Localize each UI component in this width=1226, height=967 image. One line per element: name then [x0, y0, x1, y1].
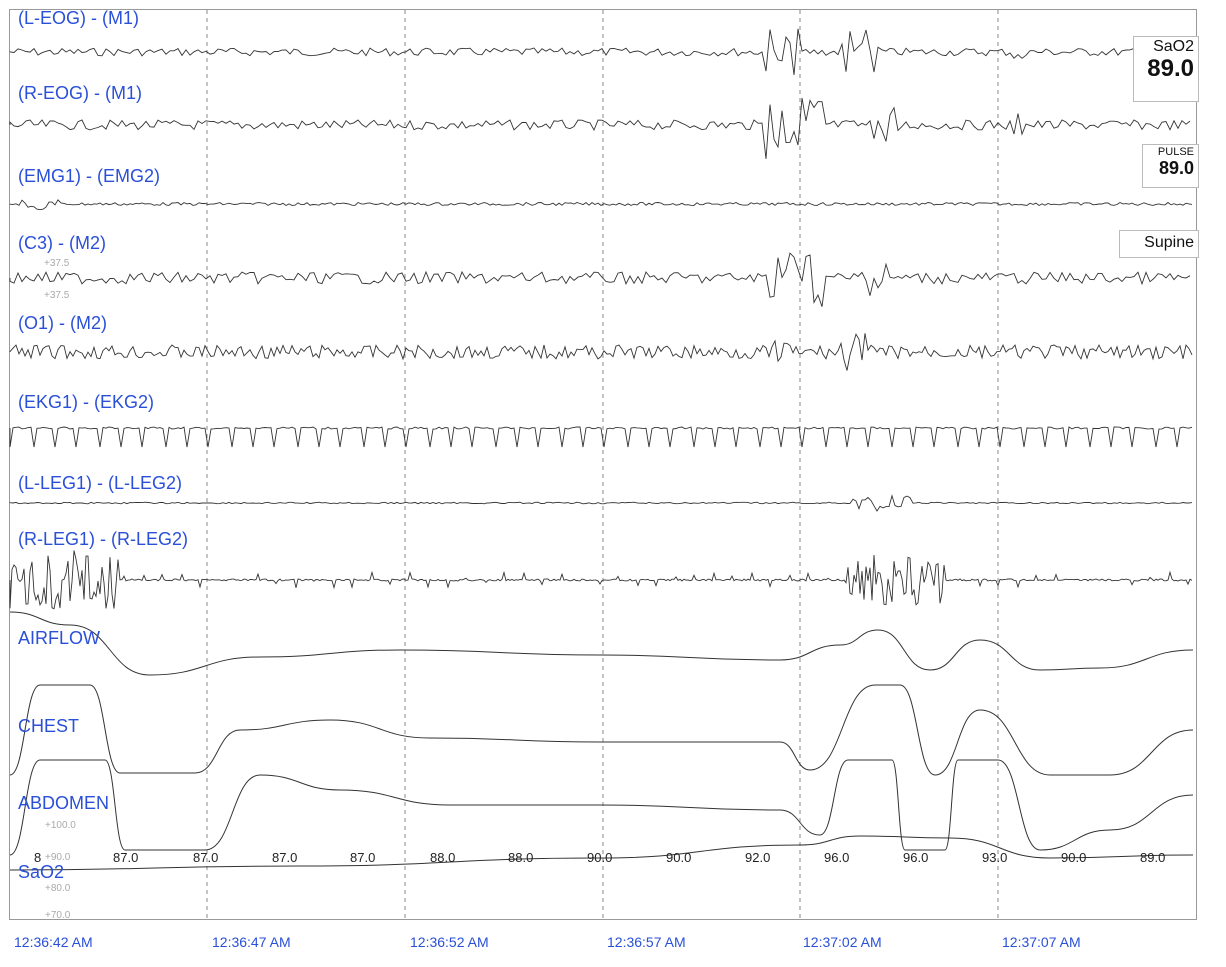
- timestamp-0: 12:36:42 AM: [14, 934, 93, 950]
- sao2-value-12: 93.0: [982, 850, 1008, 865]
- channel-label-r-eog: (R-EOG) - (M1): [18, 83, 142, 103]
- l-eog-trace: [9, 28, 1191, 76]
- timestamp-5: 12:37:07 AM: [1002, 934, 1081, 950]
- r-leg-trace: [9, 550, 1193, 610]
- sao2-readout-value: 89.0: [1147, 55, 1194, 82]
- sao2-value-8: 90.0: [666, 850, 692, 865]
- channel-label-c3: (C3) - (M2): [18, 233, 106, 253]
- sao2-scale-90: +90.0: [45, 852, 71, 863]
- sao2-readout-label: SaO2: [1153, 38, 1194, 55]
- channel-label-abdomen: ABDOMEN: [18, 793, 110, 813]
- c3-scale-bottom: +37.5: [44, 290, 70, 301]
- channel-label-ekg: (EKG1) - (EKG2): [18, 392, 155, 412]
- sao2-value-5: 88.0: [430, 850, 456, 865]
- sao2-value-3: 87.0: [272, 850, 298, 865]
- sao2-readout: SaO2 89.0: [1133, 36, 1199, 102]
- r-eog-trace: [9, 97, 1191, 159]
- sao2-value-4: 87.0: [350, 850, 376, 865]
- timestamp-4: 12:37:02 AM: [803, 934, 882, 950]
- pulse-readout-label: PULSE: [1157, 146, 1194, 158]
- abdomen-trace: [9, 759, 1194, 856]
- channel-label-r-leg: (R-LEG1) - (R-LEG2): [18, 529, 189, 549]
- sao2-value-2: 87.0: [193, 850, 219, 865]
- channel-label-o1: (O1) - (M2): [18, 313, 107, 333]
- channel-label-l-leg: (L-LEG1) - (L-LEG2): [18, 473, 183, 493]
- sao2-value-11: 96.0: [903, 850, 929, 865]
- channel-label-emg: (EMG1) - (EMG2): [18, 166, 160, 186]
- sao2-scale-100: +100.0: [45, 820, 76, 831]
- channel-label-chest: CHEST: [18, 716, 80, 736]
- sao2-scale-80: +80.0: [45, 883, 71, 894]
- l-leg-trace: [9, 494, 1193, 512]
- sao2-value-9: 92.0: [745, 850, 771, 865]
- polysomnography-frame: [9, 9, 1197, 920]
- sao2-value-6: 88.0: [508, 850, 534, 865]
- chest-trace: [9, 684, 1194, 776]
- sao2-value-0: 8: [34, 850, 42, 865]
- o1-trace: [9, 333, 1193, 371]
- timestamp-3: 12:36:57 AM: [607, 934, 686, 950]
- channel-label-sao2: SaO2: [18, 862, 65, 882]
- sao2-trace: [9, 835, 1194, 871]
- c3-trace: [9, 252, 1191, 307]
- c3-scale-top: +37.5: [44, 258, 70, 269]
- emg-trace: [9, 199, 1193, 211]
- body-position-readout: Supine: [1119, 230, 1199, 258]
- timestamp-2: 12:36:52 AM: [410, 934, 489, 950]
- sao2-scale-70: +70.0: [45, 910, 71, 921]
- sao2-value-1: 87.0: [113, 850, 139, 865]
- pulse-readout-value: 89.0: [1158, 158, 1194, 178]
- timestamp-1: 12:36:47 AM: [212, 934, 291, 950]
- channel-label-airflow: AIRFLOW: [18, 628, 101, 648]
- channel-label-l-eog: (L-EOG) - (M1): [18, 8, 139, 28]
- ekg-trace: [9, 426, 1193, 448]
- airflow-trace: [9, 611, 1194, 676]
- sao2-value-7: 90.0: [587, 850, 613, 865]
- pulse-readout: PULSE 89.0: [1142, 144, 1199, 188]
- sao2-value-14: 89.0: [1140, 850, 1166, 865]
- sao2-value-10: 96.0: [824, 850, 850, 865]
- sao2-value-13: 90.0: [1061, 850, 1087, 865]
